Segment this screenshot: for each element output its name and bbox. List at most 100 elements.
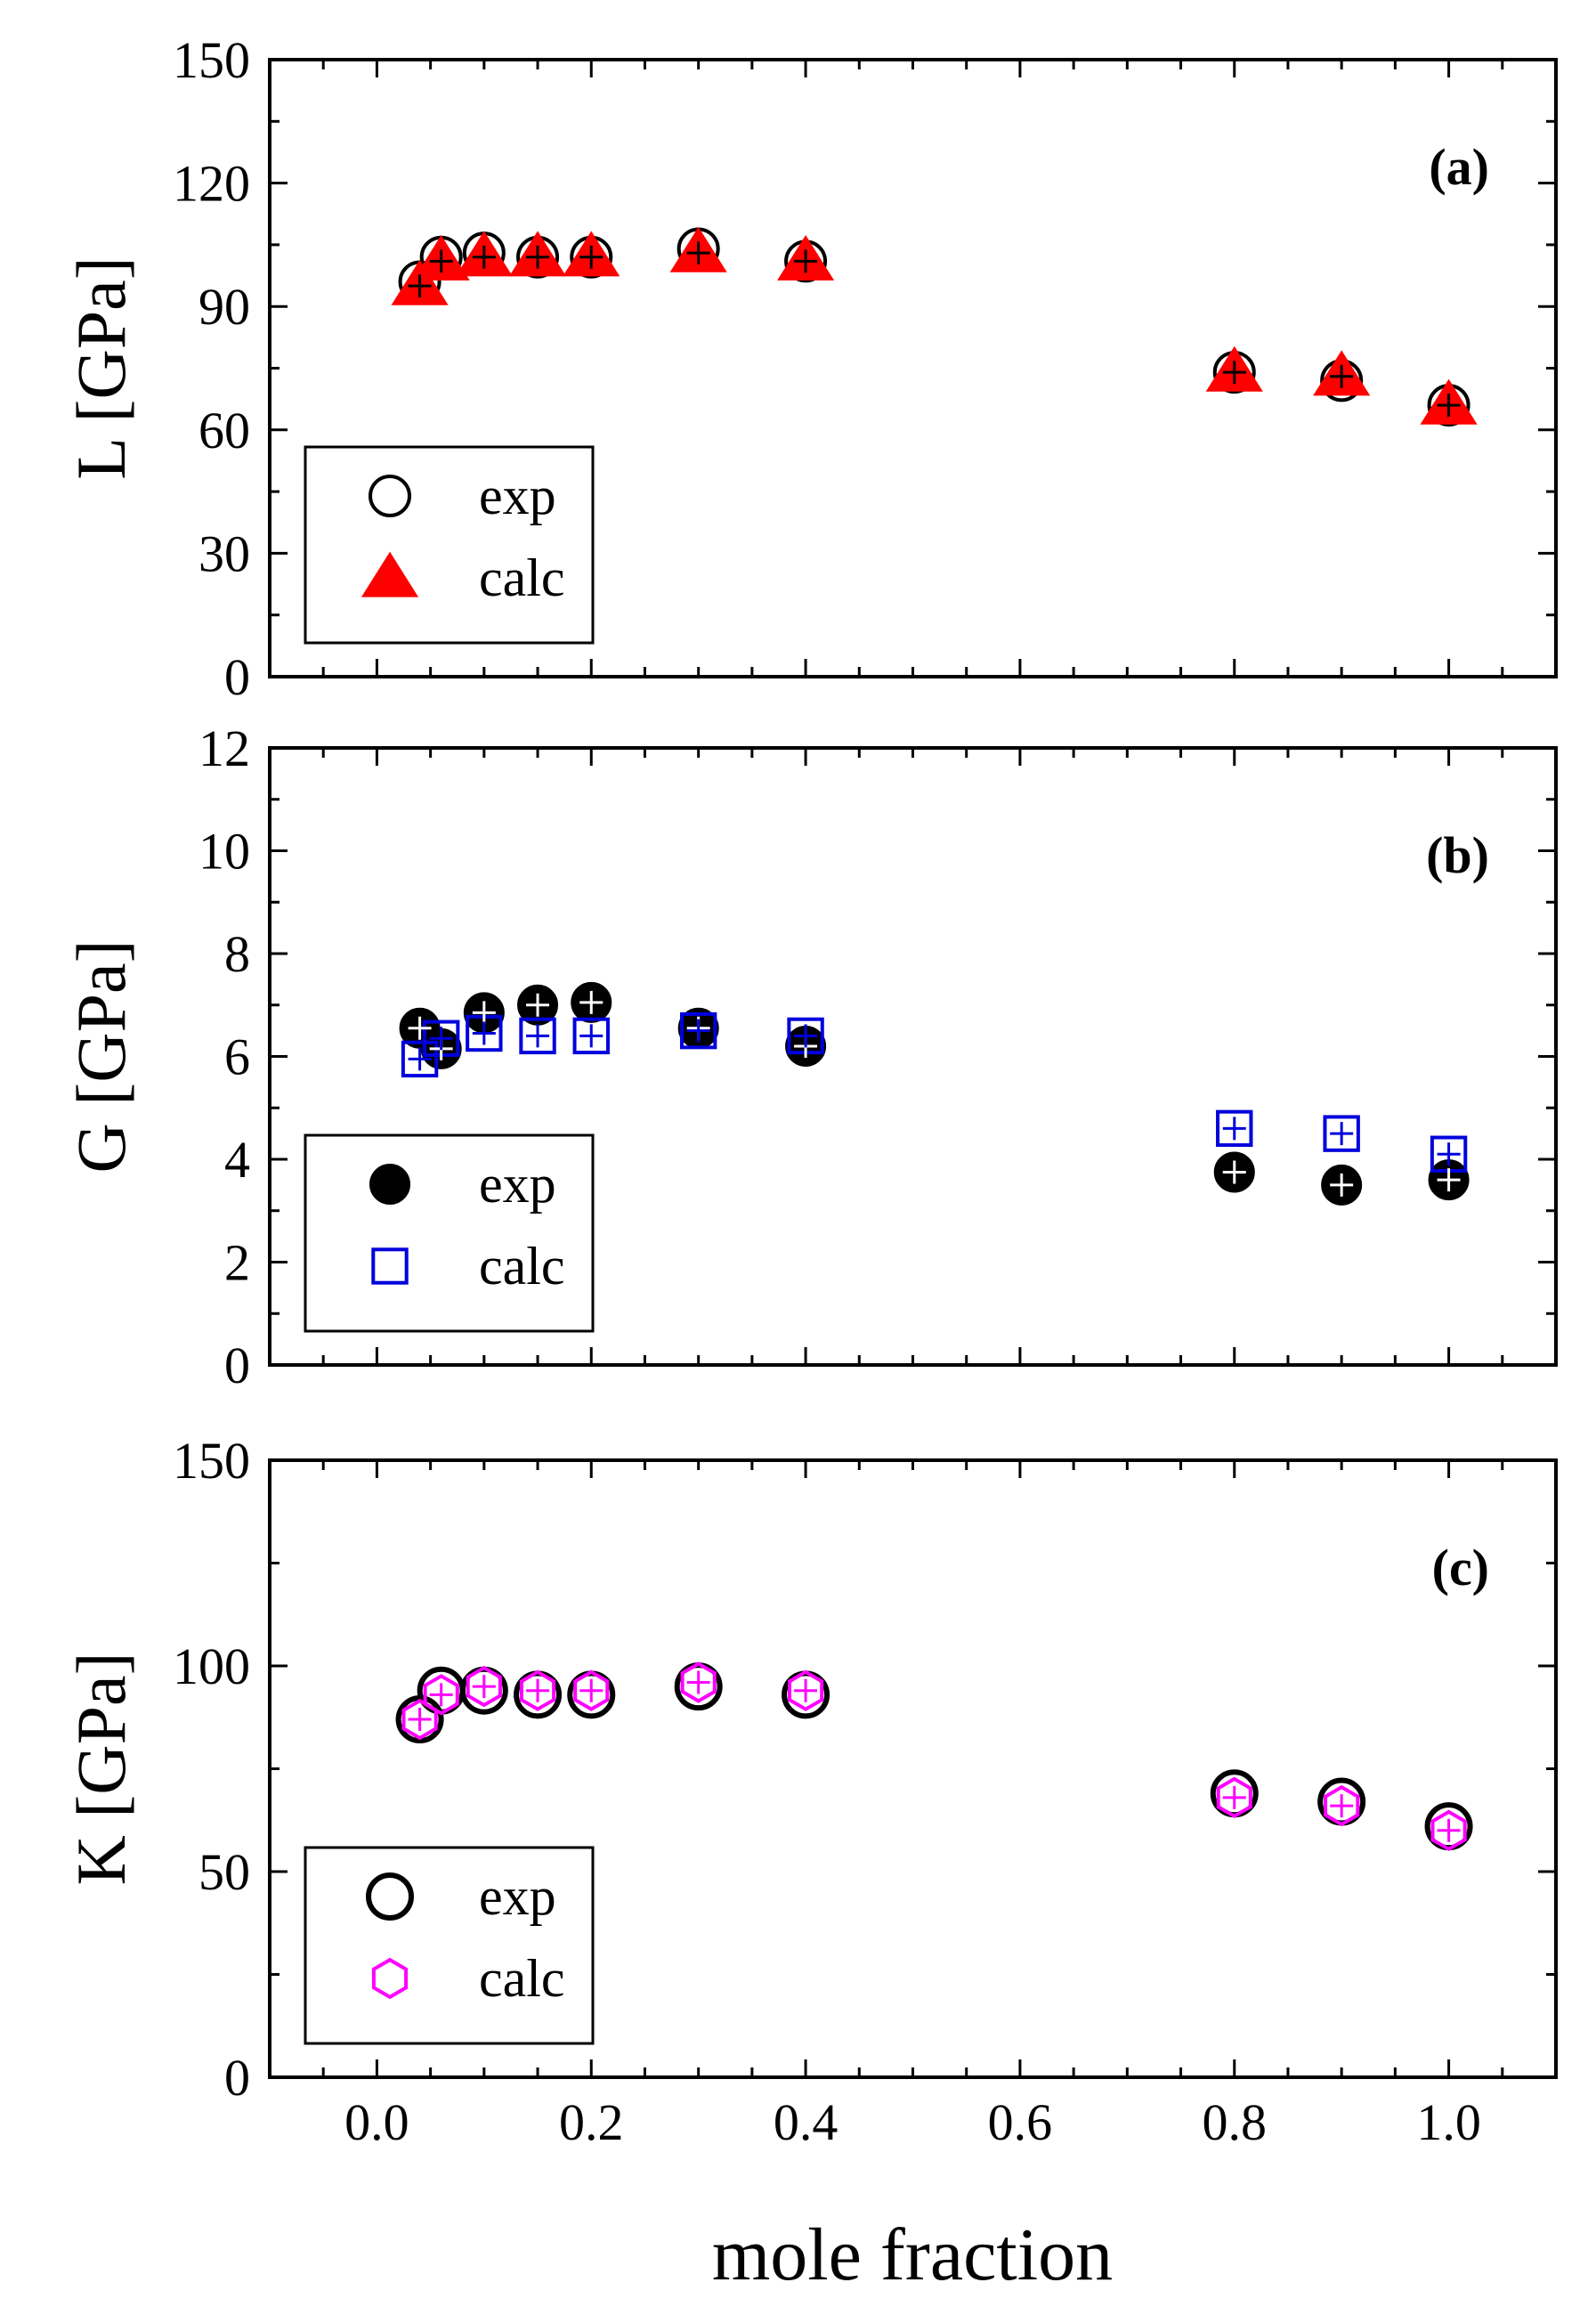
data-point	[1430, 1809, 1467, 1852]
legend-marker	[361, 551, 419, 597]
legend-marker	[369, 475, 411, 517]
y-tick-label: 4	[224, 1131, 250, 1189]
y-tick-label: 2	[224, 1234, 250, 1292]
legend-marker	[366, 1872, 414, 1921]
panel-a: 0 30 60 90 120 150 L [GPa] (a) exp calc	[62, 31, 1558, 706]
data-point	[519, 1669, 556, 1711]
error-cross	[794, 249, 818, 273]
legend: exp calc	[304, 1846, 595, 2045]
legend: exp calc	[304, 445, 595, 645]
error-cross	[794, 1678, 818, 1702]
legend-label: calc	[479, 1949, 565, 2008]
error-cross	[472, 1021, 496, 1045]
x-tick-label: 0.0	[344, 2093, 409, 2151]
data-point	[679, 1011, 717, 1050]
error-cross	[408, 1047, 432, 1071]
legend-label: calc	[479, 548, 565, 607]
panel-label: (c)	[1432, 1539, 1489, 1596]
series-calc	[401, 1661, 1467, 1852]
legend-box	[304, 1133, 595, 1333]
error-cross	[1330, 1122, 1354, 1146]
data-point	[573, 1669, 610, 1711]
y-tick-label: 10	[198, 823, 250, 881]
panel-label: (a)	[1429, 138, 1489, 196]
data-point	[1323, 1115, 1360, 1152]
error-cross	[686, 1670, 710, 1694]
legend: exp calc	[304, 1133, 595, 1333]
y-tick-label: 150	[173, 1432, 250, 1490]
y-tick-label: 0	[224, 1336, 250, 1394]
error-cross	[408, 1016, 432, 1040]
error-cross	[686, 1019, 710, 1043]
error-cross	[429, 1027, 453, 1051]
data-point	[1216, 1776, 1252, 1819]
legend-box	[304, 445, 595, 645]
data-point	[1324, 1784, 1360, 1827]
error-cross	[526, 245, 550, 269]
error-cross	[1330, 1794, 1354, 1818]
data-point	[519, 1017, 556, 1055]
error-cross	[1437, 394, 1461, 418]
data-point	[466, 1665, 502, 1708]
y-axis-label: G [GPa]	[62, 939, 140, 1173]
error-cross	[579, 245, 604, 269]
error-cross	[472, 1675, 496, 1699]
legend-label: exp	[479, 1867, 556, 1926]
error-cross	[686, 241, 710, 265]
x-axis-label: mole fraction	[712, 2213, 1113, 2296]
y-tick-label: 120	[173, 155, 250, 213]
y-tick-label: 6	[224, 1028, 250, 1086]
x-tick-label: 0.2	[559, 2093, 624, 2151]
error-cross	[579, 1024, 604, 1048]
y-axis-label: K [GPa]	[62, 1652, 140, 1885]
y-tick-label: 12	[198, 719, 250, 777]
legend-label: exp	[479, 467, 556, 525]
y-tick-label: 100	[173, 1637, 250, 1695]
y-tick-label: 90	[198, 278, 250, 336]
error-cross	[1437, 1142, 1461, 1166]
legend-box	[304, 1846, 595, 2045]
error-cross	[408, 1708, 432, 1732]
panel-b: 0 2 4 6 8 10 12 G [GPa] (b) exp calc	[62, 719, 1558, 1394]
error-cross	[1222, 361, 1246, 385]
y-tick-label: 0	[224, 648, 250, 706]
error-cross	[1437, 1818, 1461, 1842]
error-cross	[579, 1678, 604, 1702]
error-cross	[1437, 1168, 1461, 1192]
y-tick-label: 0	[224, 2049, 250, 2107]
error-cross	[579, 990, 604, 1014]
y-tick-label: 8	[224, 925, 250, 983]
y-tick-label: 60	[198, 402, 250, 459]
error-cross	[526, 1678, 550, 1702]
error-cross	[1330, 1173, 1354, 1197]
error-cross	[472, 245, 496, 269]
x-tick-label: 0.6	[988, 2093, 1053, 2151]
x-tick-label: 0.8	[1203, 2093, 1268, 2151]
error-cross	[472, 1001, 496, 1025]
data-point	[788, 1669, 824, 1711]
y-axis-label: L [GPa]	[62, 256, 140, 480]
error-cross	[794, 1024, 818, 1048]
data-point	[401, 1040, 439, 1078]
data-point	[1216, 1109, 1253, 1148]
data-point	[680, 1661, 717, 1703]
legend-marker	[369, 1164, 410, 1205]
error-cross	[1222, 1160, 1246, 1184]
legend-marker	[371, 1247, 409, 1285]
legend-label: calc	[479, 1237, 565, 1296]
legend-marker	[371, 1957, 409, 2000]
y-tick-label: 30	[198, 524, 250, 582]
legend-label: exp	[479, 1155, 556, 1214]
error-cross	[526, 1024, 550, 1048]
error-cross	[1222, 1117, 1246, 1141]
error-cross	[429, 1683, 453, 1707]
panel-label: (b)	[1426, 826, 1489, 884]
error-cross	[1222, 1785, 1246, 1809]
x-tick-label: 1.0	[1416, 2093, 1481, 2151]
error-cross	[429, 249, 453, 273]
y-tick-label: 50	[198, 1843, 250, 1901]
y-tick-label: 150	[173, 31, 250, 89]
error-cross	[408, 274, 432, 298]
x-tick-label: 0.4	[774, 2093, 839, 2151]
